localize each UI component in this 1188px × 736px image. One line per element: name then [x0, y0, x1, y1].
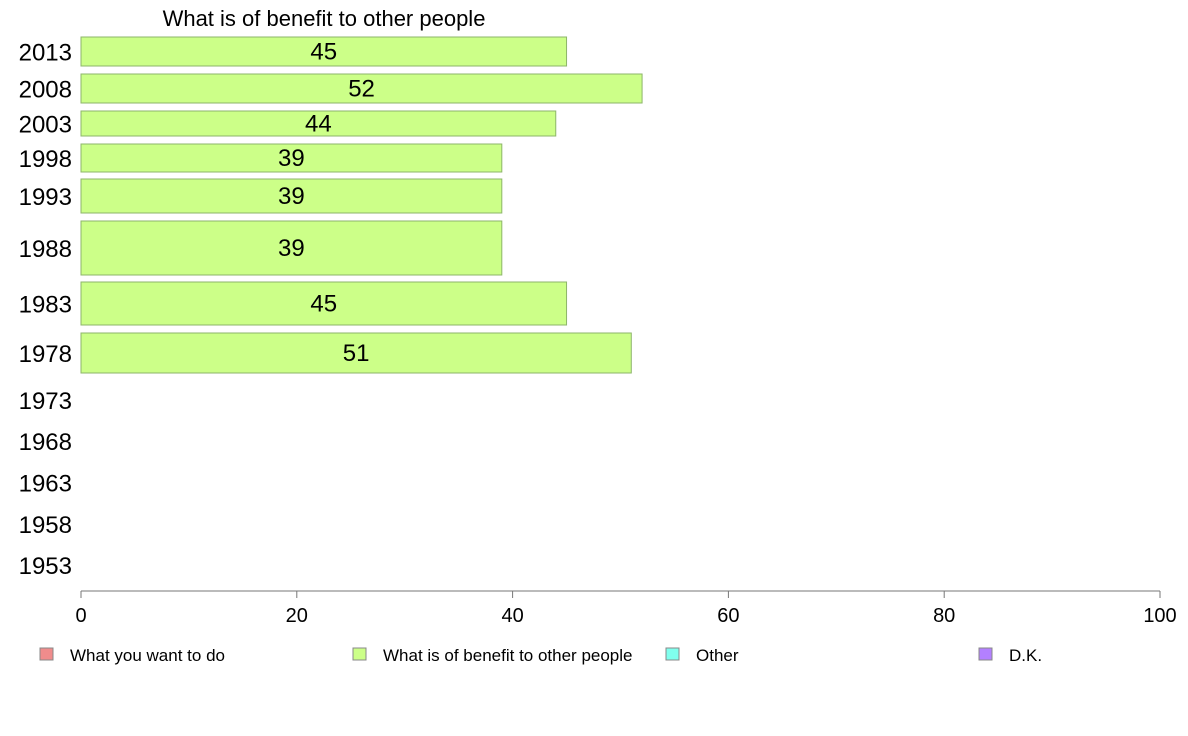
bar [80, 281, 568, 326]
x-tick-label: 0 [75, 605, 86, 627]
y-tick-label: 1968 [19, 429, 72, 456]
y-tick-label: 1993 [19, 184, 72, 211]
x-tick-label: 100 [1143, 605, 1176, 627]
legend-label: Other [696, 646, 739, 665]
bar [80, 143, 503, 173]
bar-value-label: 45 [310, 39, 337, 66]
bar-value-label: 39 [278, 183, 305, 210]
legend-swatch [978, 647, 993, 661]
y-tick-label: 1973 [19, 388, 72, 415]
y-tick-label: 1953 [19, 553, 72, 580]
bar [80, 36, 568, 67]
x-tick-label: 40 [501, 605, 523, 627]
x-axis: 0 20 40 60 80 100 [75, 590, 1177, 627]
chart-title: What is of benefit to other people [163, 6, 486, 31]
bar [80, 73, 643, 104]
y-tick-label: 1998 [19, 146, 72, 173]
legend: What you want to do What is of benefit to… [39, 646, 1042, 665]
bar-value-label: 51 [343, 340, 370, 367]
legend-swatch [665, 647, 680, 661]
bar-value-label: 44 [305, 111, 332, 138]
legend-label: D.K. [1009, 646, 1042, 665]
y-tick-label: 2008 [19, 77, 72, 104]
x-tick-label: 20 [286, 605, 308, 627]
x-tick-label: 60 [717, 605, 739, 627]
y-tick-label: 2013 [19, 40, 72, 67]
legend-label: What you want to do [70, 646, 225, 665]
bar-value-label: 39 [278, 235, 305, 262]
legend-label: What is of benefit to other people [383, 646, 633, 665]
bar [80, 110, 557, 137]
bar-value-label: 52 [348, 76, 375, 103]
y-tick-label: 1963 [19, 471, 72, 498]
y-axis-labels: 2013 2008 2003 1998 1993 1988 1983 1978 1973 1968… [19, 40, 72, 581]
bar [80, 332, 632, 374]
bar-value-label: 45 [310, 291, 337, 318]
bar [80, 178, 503, 214]
y-tick-label: 1978 [19, 341, 72, 368]
y-tick-label: 1988 [19, 236, 72, 263]
y-tick-label: 1983 [19, 292, 72, 319]
bar [80, 220, 503, 276]
legend-swatch [39, 647, 54, 661]
y-tick-label: 1958 [19, 512, 72, 539]
legend-swatch [352, 647, 367, 661]
y-tick-label: 2003 [19, 112, 72, 139]
x-tick-label: 80 [933, 605, 955, 627]
bar-value-label: 39 [278, 145, 305, 172]
